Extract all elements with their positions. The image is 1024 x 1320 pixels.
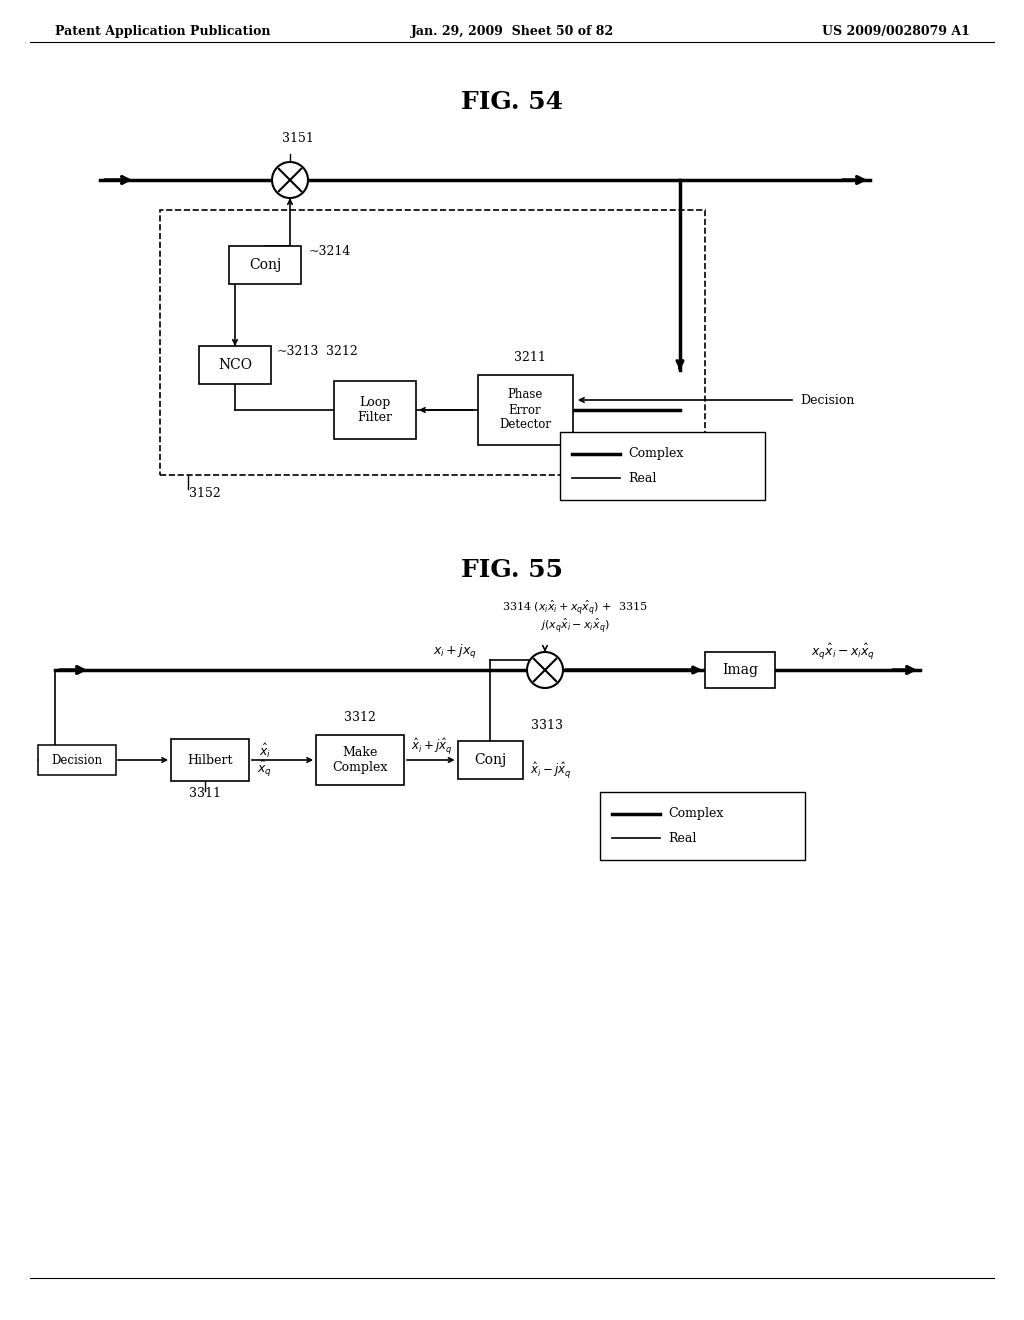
Text: 3312: 3312 xyxy=(344,711,376,723)
Text: $x_q\hat{x}_i-x_i\hat{x}_q$: $x_q\hat{x}_i-x_i\hat{x}_q$ xyxy=(811,642,876,663)
Text: 3313: 3313 xyxy=(530,719,562,733)
Text: ~3213: ~3213 xyxy=(278,345,319,358)
Circle shape xyxy=(272,162,308,198)
Bar xyxy=(458,741,522,779)
Text: Complex: Complex xyxy=(668,808,723,820)
Text: Conj: Conj xyxy=(474,752,506,767)
Bar xyxy=(334,381,416,440)
Text: Jan. 29, 2009  Sheet 50 of 82: Jan. 29, 2009 Sheet 50 of 82 xyxy=(411,25,613,38)
Text: Imag: Imag xyxy=(722,663,758,677)
Text: ~3214: ~3214 xyxy=(309,246,351,257)
Text: Conj: Conj xyxy=(249,257,282,272)
Text: Phase
Error
Detector: Phase Error Detector xyxy=(499,388,551,432)
Text: 3211: 3211 xyxy=(514,351,546,364)
Text: 3212: 3212 xyxy=(326,345,357,358)
Text: Complex: Complex xyxy=(628,447,683,461)
Text: $j(x_q\hat{x}_i - x_i\hat{x}_q)$: $j(x_q\hat{x}_i - x_i\hat{x}_q)$ xyxy=(540,616,610,635)
Text: Real: Real xyxy=(628,471,656,484)
Bar xyxy=(560,432,765,500)
Bar xyxy=(160,210,705,475)
Text: 3314 $(x_i\hat{x}_i+x_q\hat{x}_q)$ +  3315: 3314 $(x_i\hat{x}_i+x_q\hat{x}_q)$ + 331… xyxy=(502,598,648,618)
Text: $\hat{x}_i+j\hat{x}_q$: $\hat{x}_i+j\hat{x}_q$ xyxy=(412,737,453,756)
Text: FIG. 55: FIG. 55 xyxy=(461,558,563,582)
Bar xyxy=(316,735,404,785)
Text: $\hat{x}_i-j\hat{x}_q$: $\hat{x}_i-j\hat{x}_q$ xyxy=(529,760,571,780)
Text: Real: Real xyxy=(668,832,696,845)
Bar xyxy=(199,346,271,384)
Bar xyxy=(229,246,301,284)
Text: FIG. 54: FIG. 54 xyxy=(461,90,563,114)
Text: Patent Application Publication: Patent Application Publication xyxy=(55,25,270,38)
Text: 3311: 3311 xyxy=(189,787,221,800)
Text: $\hat{x}_q$: $\hat{x}_q$ xyxy=(257,759,272,779)
Text: $x_i+jx_q$: $x_i+jx_q$ xyxy=(433,643,477,661)
Text: Make
Complex: Make Complex xyxy=(333,746,388,774)
Text: US 2009/0028079 A1: US 2009/0028079 A1 xyxy=(822,25,970,38)
Text: NCO: NCO xyxy=(218,358,252,372)
Text: $\hat{x}_i$: $\hat{x}_i$ xyxy=(259,742,271,760)
Text: 3151: 3151 xyxy=(282,132,314,145)
Bar xyxy=(477,375,572,445)
Bar xyxy=(171,739,249,781)
Text: Loop
Filter: Loop Filter xyxy=(357,396,392,424)
Bar xyxy=(38,744,116,775)
Text: Decision: Decision xyxy=(800,393,854,407)
Bar xyxy=(705,652,775,688)
Circle shape xyxy=(527,652,563,688)
Text: Decision: Decision xyxy=(51,754,102,767)
Text: Hilbert: Hilbert xyxy=(187,754,232,767)
Text: 3152: 3152 xyxy=(189,487,221,500)
Bar xyxy=(600,792,805,861)
